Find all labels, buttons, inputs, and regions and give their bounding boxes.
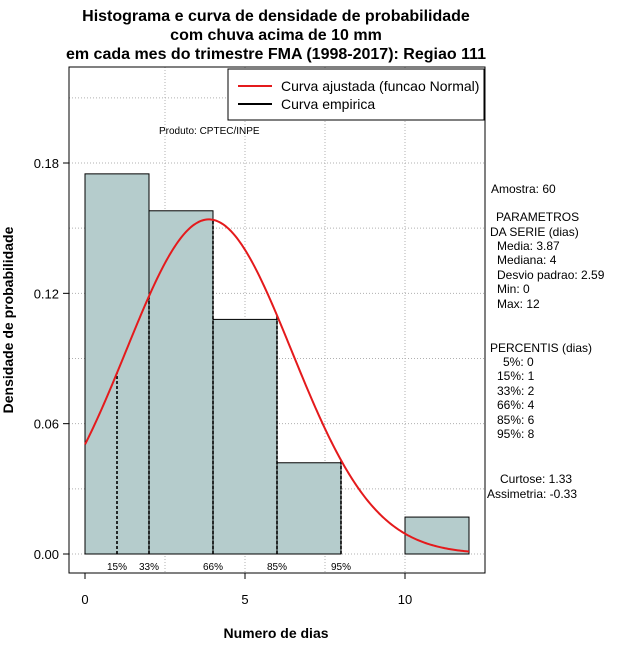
y-tick-label: 0.12 bbox=[34, 286, 59, 301]
stat-params-title-2: DA SERIE (dias) bbox=[490, 225, 579, 239]
x-tick-label: 10 bbox=[398, 592, 412, 607]
percentile-label: 15% bbox=[107, 562, 127, 573]
stat-desvio: Desvio padrao: 2.59 bbox=[497, 268, 605, 282]
histogram-bar bbox=[404, 516, 470, 555]
chart-title-line-2: com chuva acima de 10 mm bbox=[170, 27, 382, 44]
chart-title-line-1: Histograma e curva de densidade de proba… bbox=[82, 8, 470, 25]
stat-mediana: Mediana: 4 bbox=[497, 253, 557, 267]
plot-frame bbox=[68, 66, 486, 574]
x-axis-title: Numero de dias bbox=[223, 625, 328, 641]
histogram-bar bbox=[84, 173, 150, 555]
stat-percentis-title: PERCENTIS (dias) bbox=[490, 341, 592, 355]
axis-ticks: 0 5 10 0.00 0.06 0.12 0.18 bbox=[34, 156, 413, 607]
curves bbox=[84, 218, 470, 553]
percentile-lines: 15% 33% 66% 85% 95% bbox=[107, 219, 351, 573]
legend-box bbox=[227, 68, 485, 121]
legend-fitted-label: Curva ajustada (funcao Normal) bbox=[281, 78, 479, 94]
percentile-label: 95% bbox=[331, 562, 351, 573]
stat-p15: 15%: 1 bbox=[497, 369, 535, 383]
stat-min: Min: 0 bbox=[497, 282, 530, 296]
stat-max: Max: 12 bbox=[497, 297, 540, 311]
y-tick-label: 0.00 bbox=[34, 547, 59, 562]
histogram-bar bbox=[276, 462, 342, 555]
stat-p33: 33%: 2 bbox=[497, 384, 535, 398]
legend-empirical-label: Curva empirica bbox=[281, 96, 375, 112]
percentile-label: 66% bbox=[203, 562, 223, 573]
y-tick-label: 0.06 bbox=[34, 417, 59, 432]
stat-p66: 66%: 4 bbox=[497, 398, 535, 412]
y-axis-title: Densidade de probabilidade bbox=[0, 226, 16, 413]
percentile-label: 85% bbox=[267, 562, 287, 573]
percentile-label: 33% bbox=[139, 562, 159, 573]
y-tick-label: 0.18 bbox=[34, 156, 59, 171]
product-label: Produto: CPTEC/INPE bbox=[159, 126, 260, 137]
histogram-bars bbox=[84, 173, 470, 555]
x-tick-label: 0 bbox=[81, 592, 88, 607]
histogram-bar bbox=[148, 210, 214, 555]
stat-assimetria: Assimetria: -0.33 bbox=[487, 487, 577, 501]
stats-panel: Amostra: 60 PARAMETROS DA SERIE (dias) M… bbox=[487, 182, 605, 501]
histogram-bar bbox=[212, 318, 278, 555]
stat-p95: 95%: 8 bbox=[497, 427, 535, 441]
fitted-normal-curve bbox=[84, 218, 470, 553]
stat-params-title-1: PARAMETROS bbox=[496, 210, 579, 224]
chart-title-line-3: em cada mes do trimestre FMA (1998-2017)… bbox=[66, 46, 486, 63]
stat-curtose: Curtose: 1.33 bbox=[500, 472, 572, 486]
stat-media: Media: 3.87 bbox=[497, 239, 560, 253]
stat-p5: 5%: 0 bbox=[503, 355, 534, 369]
stat-p85: 85%: 6 bbox=[497, 413, 535, 427]
stat-sample: Amostra: 60 bbox=[491, 182, 556, 196]
x-tick-label: 5 bbox=[241, 592, 248, 607]
legend: Curva ajustada (funcao Normal) Curva emp… bbox=[227, 68, 485, 121]
